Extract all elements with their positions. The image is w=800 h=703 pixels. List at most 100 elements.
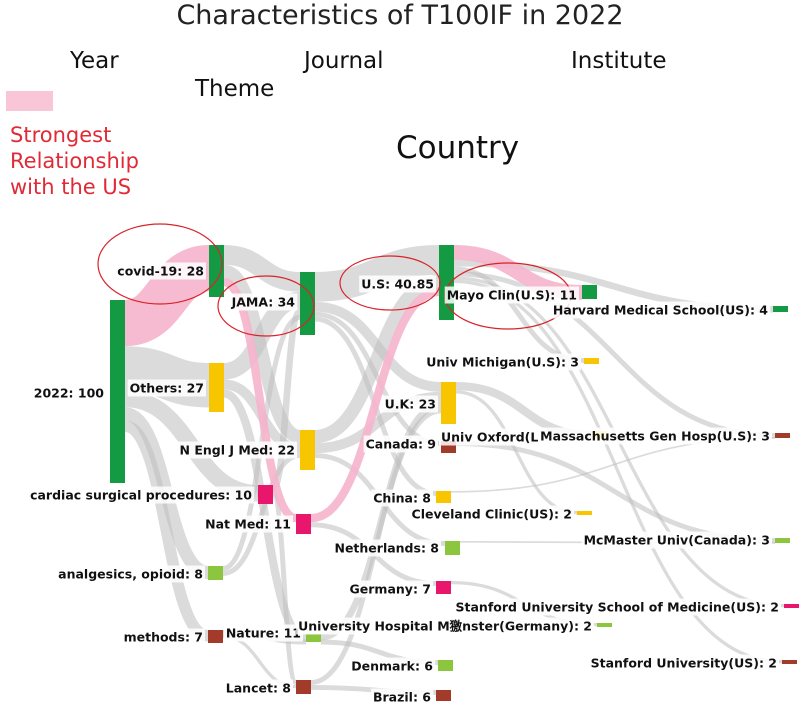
node-label-stanford: Stanford University(US): 2 bbox=[591, 656, 777, 671]
node-label-canada: Canada: 9 bbox=[366, 437, 436, 452]
node-munster bbox=[597, 623, 612, 627]
node-label-bg-y2022 bbox=[31, 384, 107, 402]
node-label-mcmaster: McMaster Univ(Canada): 3 bbox=[584, 533, 770, 548]
node-label-covid: covid-19: 28 bbox=[117, 264, 204, 279]
node-label-bg-stanford bbox=[588, 654, 779, 672]
link-methods-lancet bbox=[222, 634, 297, 689]
header-year: Year bbox=[70, 48, 119, 74]
legend-line-1: Strongest bbox=[10, 123, 112, 147]
node-nature bbox=[306, 634, 321, 642]
legend-text: Strongest Relationship with the US bbox=[10, 122, 190, 200]
link-analgesics-nejm bbox=[222, 453, 301, 576]
node-label-bg-michigan bbox=[424, 353, 581, 371]
node-label-bg-harvard bbox=[550, 301, 771, 319]
node-label-bg-natmed bbox=[203, 515, 293, 533]
node-cardiac bbox=[258, 485, 273, 504]
node-natmed bbox=[296, 514, 311, 534]
node-label-bg-cardiac bbox=[28, 486, 255, 504]
node-label-cardiac: cardiac surgical procedures: 10 bbox=[30, 488, 252, 503]
node-label-munster: University Hospital M獥nster(Germany): 2 bbox=[298, 619, 592, 634]
node-label-bg-us bbox=[359, 275, 436, 293]
link-natmed-us bbox=[310, 287, 440, 523]
node-label-bg-stanfordmed bbox=[453, 598, 781, 616]
node-label-denmark: Denmark: 6 bbox=[351, 659, 433, 674]
node-label-netherlands: Netherlands: 8 bbox=[334, 541, 439, 556]
node-label-bg-brazil bbox=[370, 688, 434, 703]
node-nejm bbox=[300, 430, 315, 470]
node-label-lancet: Lancet: 8 bbox=[226, 681, 291, 696]
node-harvard bbox=[773, 306, 788, 312]
node-label-bg-analgesics bbox=[56, 565, 205, 583]
node-analgesics bbox=[208, 566, 223, 580]
node-label-germany: Germany: 7 bbox=[350, 582, 431, 597]
node-label-bg-methods bbox=[121, 628, 205, 646]
sankey-labels: 2022: 100 covid-19: 28 Others: 27 cardiac s… bbox=[28, 262, 781, 703]
chart-title: Characteristics of T100IF in 2022 bbox=[176, 0, 624, 31]
node-label-china: China: 8 bbox=[373, 491, 431, 506]
node-label-bg-covid bbox=[115, 262, 206, 280]
node-label-jama: JAMA: 34 bbox=[231, 295, 296, 310]
node-label-cleveland: Cleveland Clinic(US): 2 bbox=[412, 507, 572, 522]
node-label-bg-uk bbox=[382, 395, 438, 413]
node-label-bg-cleveland bbox=[409, 505, 574, 523]
node-label-bg-nature bbox=[223, 624, 303, 642]
highlight-circle-jama bbox=[217, 275, 315, 337]
node-label-nature: Nature: 11 bbox=[226, 626, 301, 641]
node-label-mgh: Massachusetts Gen Hosp(U.S): 3 bbox=[540, 429, 770, 444]
node-mayo bbox=[582, 285, 597, 299]
node-label-others: Others: 27 bbox=[130, 381, 204, 396]
header-country: Country bbox=[396, 130, 520, 166]
node-label-y2022: 2022: 100 bbox=[34, 386, 105, 401]
link-cardiac-lancet bbox=[270, 491, 299, 685]
node-label-methods: methods: 7 bbox=[124, 630, 203, 645]
highlight-circle-us bbox=[339, 255, 441, 311]
node-others bbox=[209, 363, 224, 412]
link-covid-natmed bbox=[222, 278, 298, 523]
node-label-bg-jama bbox=[228, 293, 298, 311]
node-stanfordmed bbox=[784, 604, 799, 608]
node-label-bg-mcmaster bbox=[581, 531, 772, 549]
node-label-bg-mayo bbox=[444, 286, 579, 304]
legend-line-2: Relationship bbox=[10, 149, 139, 173]
node-label-oxford: Univ Oxford(L bbox=[441, 430, 538, 445]
header-institute: Institute bbox=[571, 48, 667, 74]
node-denmark bbox=[438, 660, 453, 671]
node-label-stanfordmed: Stanford University School of Medicine(U… bbox=[456, 600, 779, 615]
node-label-analgesics: analgesics, opioid: 8 bbox=[58, 567, 203, 582]
legend-swatch bbox=[6, 91, 53, 111]
node-mgh bbox=[775, 433, 790, 438]
node-label-bg-china bbox=[371, 489, 433, 507]
node-y2022 bbox=[110, 300, 125, 483]
node-label-bg-munster bbox=[296, 617, 594, 635]
node-label-bg-nejm bbox=[177, 441, 297, 459]
link-canada-mcmaster bbox=[455, 441, 776, 543]
node-label-us: U.S: 40.85 bbox=[361, 277, 434, 292]
node-label-michigan: Univ Michigan(U.S): 3 bbox=[426, 355, 579, 370]
node-label-harvard: Harvard Medical School(US): 4 bbox=[553, 303, 768, 318]
node-michigan bbox=[584, 358, 599, 364]
node-stanford bbox=[782, 660, 797, 664]
link-us-mgh bbox=[453, 271, 776, 438]
node-label-nejm: N Engl J Med: 22 bbox=[180, 443, 295, 458]
link-covid-jama bbox=[223, 245, 301, 292]
node-cleveland bbox=[577, 511, 592, 515]
node-brazil bbox=[436, 690, 451, 701]
node-label-uk: U.K: 23 bbox=[385, 397, 436, 412]
node-covid bbox=[209, 245, 224, 297]
node-label-bg-netherlands bbox=[332, 539, 441, 557]
node-netherlands bbox=[445, 541, 460, 555]
node-china bbox=[436, 491, 451, 503]
node-mcmaster bbox=[775, 538, 790, 543]
node-label-bg-canada bbox=[363, 435, 438, 453]
highlight-circle-covid bbox=[97, 223, 223, 305]
node-label-mayo: Mayo Clin(U.S): 11 bbox=[447, 288, 577, 303]
node-label-brazil: Brazil: 6 bbox=[373, 690, 431, 703]
node-label-bg-lancet bbox=[223, 679, 293, 697]
link-y2022-methods bbox=[123, 420, 210, 642]
node-label-bg-others bbox=[127, 379, 206, 397]
header-theme: Theme bbox=[195, 76, 275, 102]
node-germany bbox=[436, 581, 451, 594]
node-lancet bbox=[296, 680, 311, 694]
node-uk bbox=[441, 382, 456, 424]
